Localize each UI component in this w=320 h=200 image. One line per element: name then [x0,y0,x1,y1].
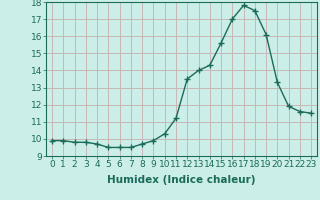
X-axis label: Humidex (Indice chaleur): Humidex (Indice chaleur) [107,175,256,185]
